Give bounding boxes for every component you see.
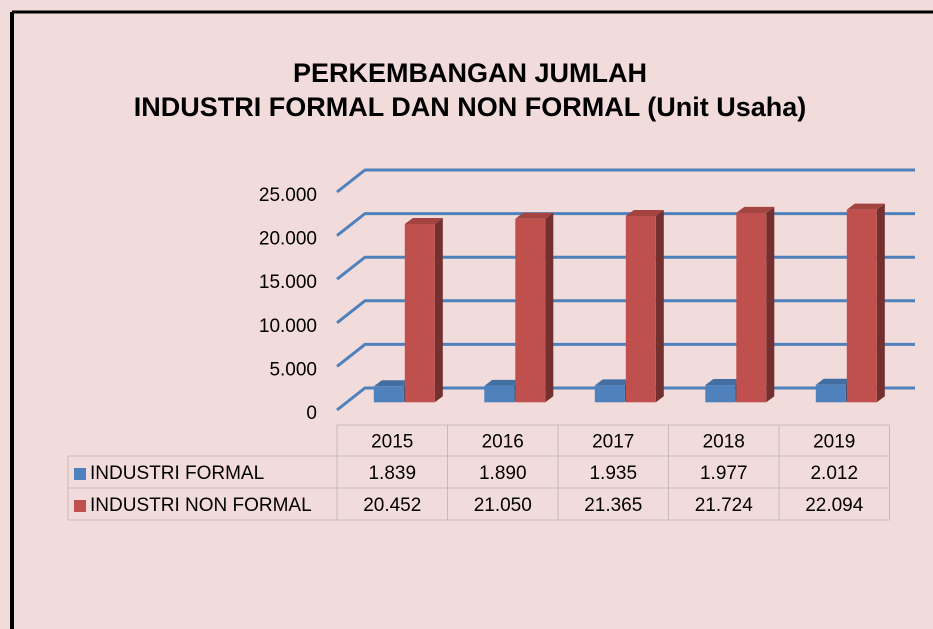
grid-line	[336, 342, 915, 368]
grid-line	[336, 212, 915, 237]
bar-side	[545, 212, 554, 403]
bar-top	[404, 217, 443, 224]
data-label: 1.839	[368, 463, 416, 484]
bar-top	[736, 206, 775, 213]
bar-side	[655, 209, 664, 403]
y-tick-label: 5.000	[269, 359, 317, 380]
bar	[484, 385, 515, 403]
bar-side	[766, 206, 775, 403]
bar	[594, 385, 625, 403]
x-tick-label: 2015	[371, 432, 413, 453]
legend-key	[74, 500, 86, 512]
data-label: 1.890	[479, 463, 527, 484]
y-tick-label: 20.000	[259, 229, 317, 250]
bar-top	[625, 209, 664, 216]
data-label: 2.012	[810, 463, 858, 484]
bar-top	[705, 379, 744, 386]
bar-top	[484, 379, 523, 386]
y-tick-label: 0	[306, 403, 317, 424]
y-tick-label: 15.000	[259, 272, 317, 293]
bar-side	[876, 203, 885, 403]
data-label: 22.094	[805, 495, 864, 516]
bar	[373, 386, 404, 403]
bar-top	[594, 379, 633, 386]
bar-top	[846, 203, 885, 210]
grid-line	[336, 168, 915, 194]
x-tick-label: 2018	[703, 432, 745, 453]
x-tick-label: 2017	[592, 432, 634, 453]
legend-label: INDUSTRI FORMAL	[90, 463, 264, 484]
bar	[404, 223, 435, 403]
legend-key	[74, 468, 86, 480]
x-tick-label: 2019	[813, 432, 855, 453]
bar	[815, 384, 846, 403]
chart-title: PERKEMBANGAN JUMLAH	[293, 58, 647, 88]
y-tick-label: 25.000	[259, 185, 317, 206]
legend-label: INDUSTRI NON FORMAL	[90, 495, 312, 516]
bar-top	[373, 380, 412, 387]
data-label: 1.977	[700, 463, 748, 484]
grid-line	[336, 255, 915, 281]
chart-title: INDUSTRI FORMAL DAN NON FORMAL (Unit Usa…	[134, 92, 806, 122]
y-tick-label: 10.000	[259, 316, 317, 337]
data-label: 21.050	[474, 495, 532, 516]
bar	[625, 215, 656, 403]
bar	[515, 218, 546, 403]
data-label: 20.452	[363, 495, 421, 516]
x-tick-label: 2016	[482, 432, 524, 453]
bar	[846, 209, 877, 403]
bar-top	[515, 212, 554, 219]
bar-top	[815, 378, 854, 385]
bar	[736, 212, 767, 403]
grid-line	[336, 299, 915, 324]
data-label: 1.935	[589, 463, 637, 484]
data-label: 21.365	[584, 495, 642, 516]
bar-side	[434, 217, 443, 403]
data-label: 21.724	[695, 495, 754, 516]
bar	[705, 385, 736, 403]
